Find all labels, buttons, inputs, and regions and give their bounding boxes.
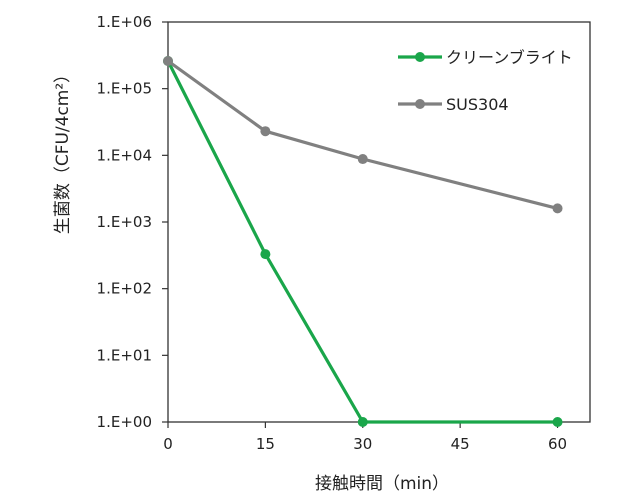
data-point (357, 154, 368, 165)
y-tick-label: 1.E+02 (97, 280, 152, 298)
data-point (163, 56, 173, 67)
ticks-layer: 0 15 30 45 60 1.E+00 1.E+01 1.E+02 1.E+03 1.E+04 1… (97, 13, 568, 453)
series-line-2 (167, 59, 558, 210)
legend-label: クリーンブライト (446, 48, 573, 67)
data-point (552, 203, 563, 214)
y-tick-label: 1.E+00 (97, 413, 152, 431)
data-point (260, 126, 271, 137)
legend-label: SUS304 (446, 95, 509, 114)
x-tick-label: 15 (256, 435, 275, 453)
x-tick-label: 60 (548, 435, 567, 453)
plot-area (167, 21, 591, 423)
legend-swatch-marker (415, 99, 425, 109)
legend: クリーンブライト SUS304 (398, 48, 573, 114)
series-layer (163, 56, 563, 427)
y-tick-label: 1.E+01 (97, 346, 152, 364)
data-point (357, 417, 368, 427)
x-tick-label: 45 (451, 435, 470, 453)
y-tick-label: 1.E+04 (97, 146, 152, 164)
x-axis-title: 接触時間（min） (315, 474, 449, 494)
y-tick-label: 1.E+06 (97, 13, 152, 31)
data-point (260, 249, 271, 260)
plot-border (167, 21, 591, 423)
legend-swatch-marker (415, 52, 425, 62)
y-tick-label: 1.E+05 (97, 80, 152, 98)
x-tick-label: 30 (353, 435, 372, 453)
series-line-1 (166, 60, 558, 424)
data-point (552, 417, 563, 427)
y-axis-title: 生菌数（CFU/4cm²） (53, 66, 73, 234)
y-tick-label: 1.E+03 (97, 213, 152, 231)
x-tick-label: 0 (163, 435, 173, 453)
